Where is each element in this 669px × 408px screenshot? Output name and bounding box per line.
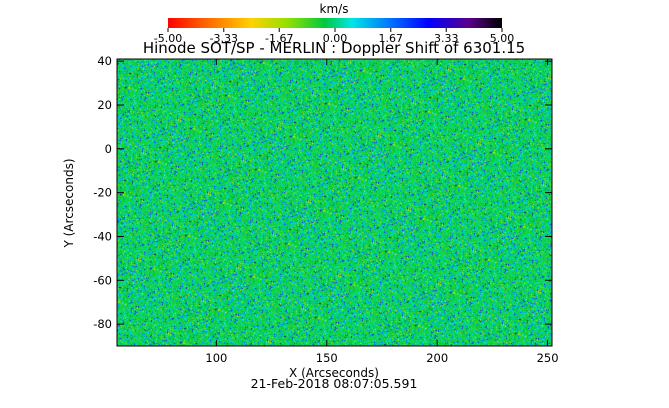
colorbar-tick-label: 1.67 [379, 32, 404, 45]
x-tick-label: 150 [316, 351, 338, 365]
y-tick-label: 0 [105, 142, 112, 156]
x-tick-label: 100 [205, 351, 227, 365]
y-tick-label: 40 [97, 54, 112, 68]
timestamp: 21-Feb-2018 08:07:05.591 [251, 376, 418, 391]
colorbar-tick-label: 3.33 [434, 32, 459, 45]
y-tick-label: -80 [93, 317, 112, 331]
colorbar-unit-label: km/s [320, 2, 349, 16]
y-axis-label: Y (Arcseconds) [62, 158, 76, 248]
y-tick-label: 20 [97, 98, 112, 112]
doppler-heatmap [117, 59, 552, 346]
y-tick-label: -60 [93, 273, 112, 287]
plot-frame [116, 58, 553, 347]
colorbar-tick-label: 0.00 [323, 32, 348, 45]
colorbar-tick-label: -1.67 [265, 32, 293, 45]
x-tick-label: 250 [537, 351, 559, 365]
colorbar-gradient [168, 18, 502, 28]
colorbar-tick-label: -5.00 [154, 32, 182, 45]
x-axis-label: X (Arcseconds) [289, 366, 379, 380]
x-tick-label: 200 [426, 351, 448, 365]
colorbar: km/s -5.00 -3.33 -1.67 0.00 1.67 3.33 5.00 [154, 2, 514, 45]
y-tick-label: -20 [93, 186, 112, 200]
chart-title: Hinode SOT/SP - MERLIN : Doppler Shift o… [143, 39, 525, 57]
colorbar-tick-label: 5.00 [490, 32, 515, 45]
y-tick-label: -40 [93, 229, 112, 243]
colorbar-tick-label: -3.33 [210, 32, 238, 45]
